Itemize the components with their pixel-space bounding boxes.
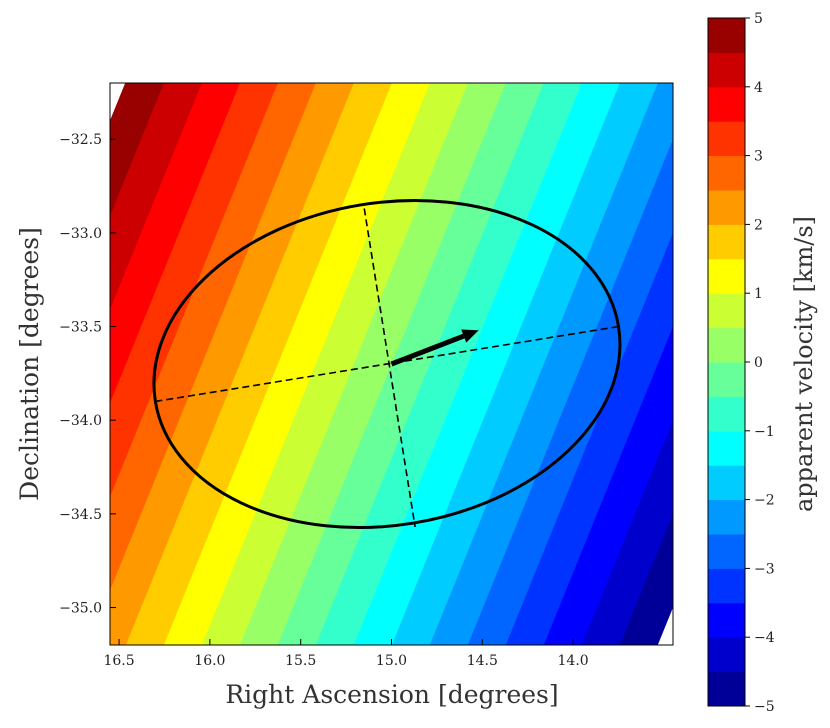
- colorbar-segment: [708, 430, 745, 466]
- colorbar-tick-label: −4: [754, 630, 775, 646]
- colorbar-segment: [708, 190, 745, 225]
- colorbar-segment: [708, 224, 745, 260]
- contour-band: [110, 83, 164, 216]
- colorbar-label: apparent velocity [km/s]: [790, 216, 818, 512]
- colorbar-segment: [708, 327, 745, 363]
- contour-band: [110, 83, 202, 309]
- colorbar-segment: [708, 18, 745, 53]
- colorbar-tick-label: 0: [754, 355, 763, 371]
- colorbar-tick-label: −2: [754, 493, 775, 509]
- colorbar-segment: [708, 499, 745, 535]
- colorbar-segment: [708, 52, 745, 88]
- colorbar-tick-label: 2: [754, 217, 763, 233]
- x-axis: 16.5 16.0 15.5 15.0 14.5 14.0: [103, 639, 589, 669]
- colorbar-tick-label: 3: [754, 149, 763, 165]
- colorbar-segment: [708, 258, 745, 294]
- colorbar-segment: [708, 637, 745, 673]
- colorbar-tick-label: 4: [754, 80, 763, 96]
- y-tick-label: −34.5: [59, 507, 102, 523]
- y-axis: −32.5 −33.0 −33.5 −34.0 −34.5 −35.0: [59, 132, 116, 617]
- colorbar-tick-label: 5: [754, 11, 763, 27]
- x-tick-label: 15.5: [285, 653, 316, 669]
- x-tick-label: 14.5: [467, 653, 498, 669]
- y-axis-label: Declination [degrees]: [15, 227, 44, 501]
- contour-band: [110, 83, 240, 403]
- arrow-shaft: [390, 333, 465, 367]
- x-tick-label: 16.5: [103, 653, 134, 669]
- colorbar-segment: [708, 121, 745, 157]
- x-axis-label: Right Ascension [degrees]: [225, 680, 558, 709]
- y-tick-label: −34.0: [59, 413, 102, 429]
- colorbar-tick-label: −1: [754, 424, 775, 440]
- y-tick-label: −33.0: [59, 226, 102, 242]
- y-tick-label: −32.5: [59, 132, 102, 148]
- ellipse-overlay: [152, 198, 622, 530]
- y-tick-label: −35.0: [59, 601, 102, 617]
- colorbar-segment: [708, 362, 745, 397]
- colorbar-segment: [708, 86, 745, 122]
- contour-band: [110, 83, 316, 590]
- colorbar-segment: [708, 534, 745, 569]
- y-tick-label: −33.5: [59, 320, 102, 336]
- x-tick-label: 15.0: [376, 653, 407, 669]
- colorbar-segment: [708, 293, 745, 329]
- x-tick-label: 14.0: [558, 653, 589, 669]
- minor-axis-line: [363, 208, 416, 528]
- colorbar-segment: [708, 602, 745, 638]
- x-tick-label: 16.0: [194, 653, 225, 669]
- colorbar-segment: [708, 671, 745, 707]
- colorbar-tick-label: 1: [754, 286, 763, 302]
- colorbar-segment: [708, 465, 745, 501]
- colorbar-segment: [708, 155, 745, 191]
- colorbar-tick-label: −5: [754, 699, 775, 715]
- major-axis-line: [155, 325, 619, 403]
- arrow-head: [461, 329, 479, 343]
- colorbar-tick-label: −3: [754, 561, 775, 577]
- colorbar-segment: [708, 396, 745, 432]
- colorbar: 5 4 3 2 1 0 −1 −2 −3 −4 −5: [707, 11, 775, 715]
- colorbar-segment: [708, 568, 745, 604]
